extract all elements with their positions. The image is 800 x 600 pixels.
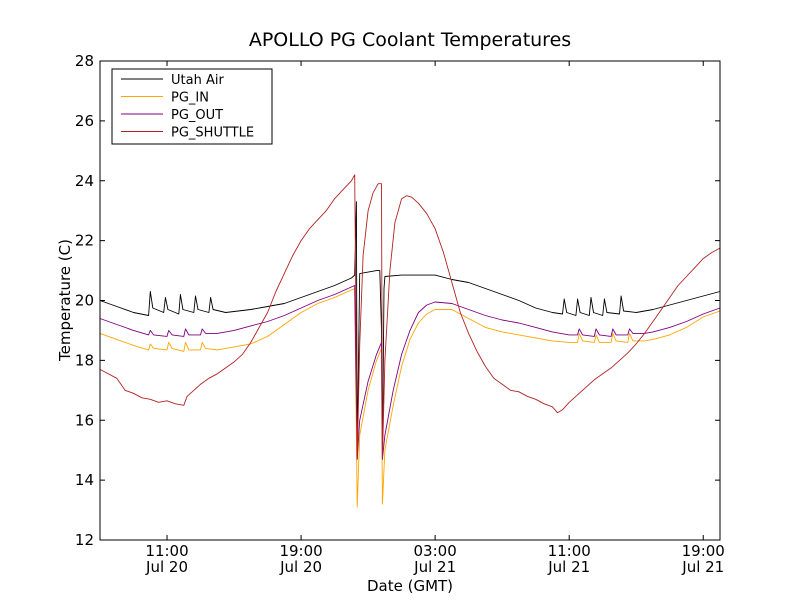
x-tick-label-date: Jul 20 <box>145 558 188 576</box>
y-tick-label: 22 <box>75 232 94 250</box>
x-tick-label-time: 11:00 <box>548 542 591 560</box>
x-tick-label-time: 11:00 <box>145 542 188 560</box>
series-line-pg-out <box>99 285 721 460</box>
y-tick-label: 14 <box>75 471 94 489</box>
y-tick-label: 24 <box>75 172 94 190</box>
x-tick-label-date: Jul 21 <box>547 558 590 576</box>
x-tick-label-time: 03:00 <box>414 542 457 560</box>
y-tick-label: 12 <box>75 531 94 549</box>
legend-label-utah-air: Utah Air <box>171 73 224 88</box>
legend: Utah Air PG_IN PG_OUT PG_SHUTTLE <box>111 68 273 145</box>
series-line-pg-in <box>99 288 721 508</box>
y-tick-label: 18 <box>75 351 94 369</box>
y-tick-label: 16 <box>75 411 94 429</box>
y-axis-label: Temperature (C) <box>56 239 74 362</box>
legend-label-pg-shuttle: PG_SHUTTLE <box>171 126 254 141</box>
x-tick-label-time: 19:00 <box>279 542 322 560</box>
x-tick-label-date: Jul 21 <box>413 558 456 576</box>
x-tick-label-date: Jul 21 <box>681 558 724 576</box>
y-tick-label: 20 <box>75 292 94 310</box>
chart-title: APOLLO PG Coolant Temperatures <box>249 29 571 51</box>
plot-area <box>99 174 721 508</box>
x-tick-label-time: 19:00 <box>682 542 725 560</box>
legend-label-pg-out: PG_OUT <box>171 108 223 123</box>
y-tick-label: 28 <box>75 52 94 70</box>
legend-label-pg-in: PG_IN <box>171 91 209 106</box>
series-line-pg-shuttle <box>99 174 721 460</box>
x-tick-label-date: Jul 20 <box>279 558 322 576</box>
x-axis-label: Date (GMT) <box>367 577 453 595</box>
y-tick-label: 26 <box>75 112 94 130</box>
